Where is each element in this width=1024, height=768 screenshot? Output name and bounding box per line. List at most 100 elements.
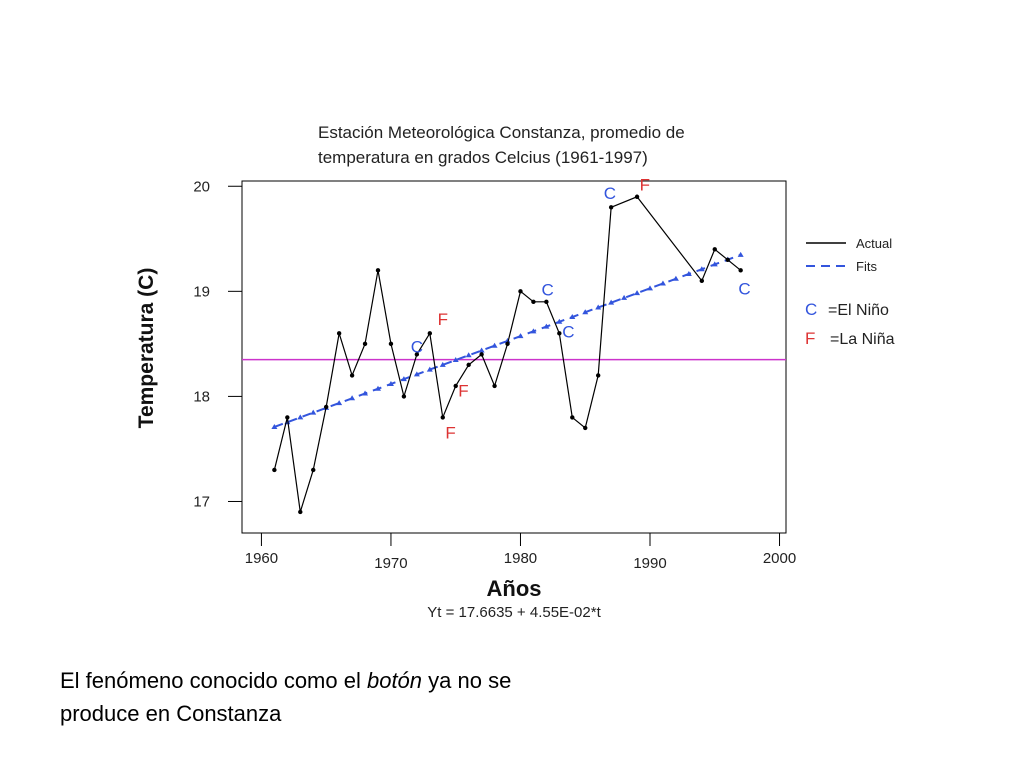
actual-point — [479, 352, 484, 357]
legend-fits-label: Fits — [856, 259, 877, 274]
temperature-chart: Estación Meteorológica Constanza, promed… — [135, 123, 895, 621]
actual-point — [414, 352, 420, 357]
actual-point — [712, 247, 717, 252]
fits-marker — [375, 385, 381, 391]
actual-point — [285, 415, 290, 420]
x-tick-label: 1960 — [245, 550, 278, 567]
el-nino-marker: C — [542, 281, 554, 300]
fits-marker — [595, 304, 602, 310]
x-tick-label: 1980 — [504, 550, 537, 567]
y-axis: 17 18 19 20 — [193, 178, 242, 510]
fits-marker — [504, 337, 511, 343]
legend: Actual Fits — [806, 236, 892, 274]
la-nina-marker: F — [458, 381, 468, 400]
fits-marker — [685, 270, 692, 276]
actual-point — [362, 341, 368, 347]
actual-point — [738, 268, 743, 273]
actual-point — [595, 373, 601, 378]
actual-point — [492, 383, 497, 389]
la-nina-marker: F — [445, 423, 455, 442]
fits-marker — [530, 328, 537, 334]
la-nina-marker: F — [438, 310, 448, 329]
chart-title-line-2: temperatura en grados Celcius (1961-1997… — [318, 148, 648, 167]
fits-marker — [737, 251, 744, 257]
actual-point — [699, 278, 705, 284]
caption-text-end: ya no se produce en Constanza — [60, 668, 512, 726]
actual-point — [336, 331, 342, 336]
caption-emphasis: botón — [366, 668, 423, 693]
key-el-nino-symbol: C — [805, 300, 817, 319]
series-layer — [271, 194, 744, 515]
fits-marker — [426, 366, 433, 372]
fits-marker — [698, 266, 705, 272]
fits-marker — [465, 352, 472, 358]
actual-point — [427, 331, 433, 336]
y-tick-label: 20 — [193, 178, 210, 195]
fits-marker — [608, 299, 615, 305]
y-tick-label: 17 — [193, 493, 210, 510]
x-axis: 1960 1970 1980 1990 2000 — [245, 533, 796, 572]
actual-point — [401, 394, 407, 399]
fits-marker — [452, 357, 459, 363]
actual-point — [298, 509, 303, 515]
x-tick-label: 2000 — [763, 550, 796, 567]
caption: El fenómeno conocido como el botón ya no… — [60, 664, 540, 730]
el-nino-marker: C — [562, 323, 574, 342]
fits-marker — [647, 285, 653, 291]
el-nino-marker: C — [604, 184, 616, 203]
actual-point — [375, 268, 381, 273]
key-el-nino-label: =El Niño — [828, 302, 889, 319]
y-tick-label: 19 — [193, 283, 210, 300]
actual-point — [608, 205, 614, 210]
x-tick-label: 1990 — [633, 555, 666, 572]
actual-point — [272, 467, 277, 473]
fits-marker — [672, 275, 679, 281]
fits-marker — [336, 400, 343, 406]
fits-marker — [621, 294, 628, 300]
actual-point — [531, 299, 536, 305]
caption-text: El fenómeno conocido como el — [60, 668, 367, 693]
fits-marker — [711, 261, 718, 267]
la-nina-marker: F — [640, 175, 650, 194]
actual-point — [583, 425, 588, 431]
fits-marker — [400, 376, 407, 382]
fits-marker — [517, 333, 524, 339]
actual-point — [388, 341, 394, 347]
actual-point — [349, 373, 355, 378]
fits-marker — [556, 318, 563, 324]
fits-marker — [271, 423, 278, 429]
fits-marker — [362, 390, 369, 396]
fits-marker — [413, 371, 420, 377]
regression-equation: Yt = 17.6635 + 4.55E-02*t — [427, 604, 601, 621]
fits-marker — [491, 342, 498, 348]
actual-point — [570, 415, 575, 420]
phenomenon-key: C =El Niño F =La Niña — [805, 300, 895, 348]
actual-point — [323, 404, 329, 410]
fits-marker — [478, 347, 485, 353]
fits-marker — [582, 309, 589, 315]
actual-point — [634, 194, 640, 199]
fits-marker — [543, 323, 550, 329]
actual-line — [273, 196, 742, 513]
fits-marker — [297, 414, 304, 420]
chart-title-line-1: Estación Meteorológica Constanza, promed… — [318, 123, 685, 142]
actual-point — [557, 331, 562, 336]
actual-point — [440, 415, 445, 420]
fits-marker — [349, 395, 356, 401]
key-la-nina-label: =La Niña — [830, 331, 895, 348]
el-nino-marker: C — [411, 337, 423, 356]
fits-marker — [387, 380, 394, 386]
y-axis-label: Temperatura (C) — [135, 268, 158, 429]
legend-actual-label: Actual — [856, 236, 892, 251]
actual-point — [311, 467, 316, 473]
actual-point — [466, 362, 471, 368]
actual-point — [453, 383, 458, 389]
fits-marker — [569, 314, 576, 320]
y-tick-label: 18 — [193, 388, 210, 405]
actual-point — [544, 299, 549, 305]
plot-area — [241, 180, 787, 534]
actual-point — [505, 341, 510, 347]
x-tick-label: 1970 — [374, 555, 407, 572]
x-axis-label: Años — [487, 576, 542, 601]
